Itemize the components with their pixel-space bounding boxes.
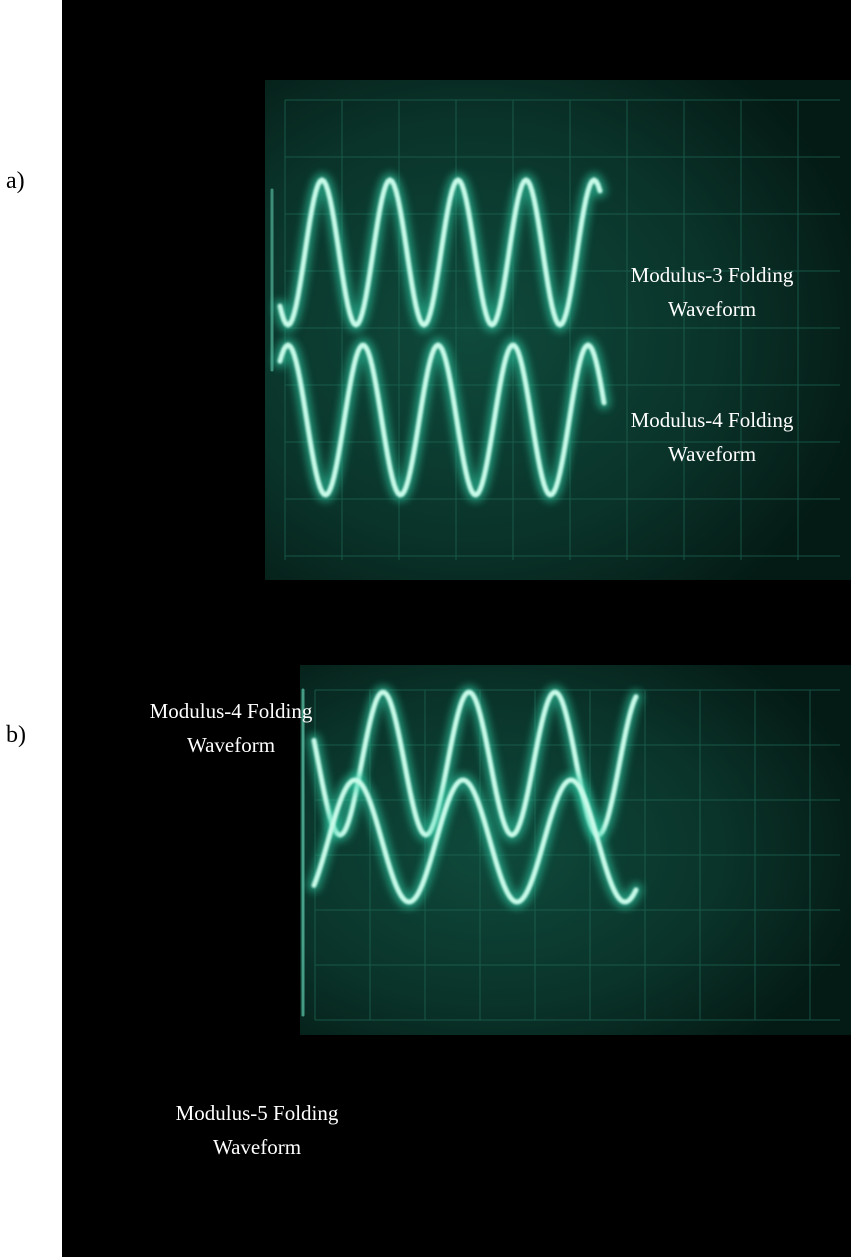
panel-label: a): [6, 168, 25, 194]
annotation: Modulus-3 Folding Waveform: [630, 263, 794, 321]
panel-label: b): [6, 722, 26, 748]
trace: [277, 342, 607, 498]
annotation: Modulus-4 Folding Waveform: [630, 408, 794, 466]
trace: [277, 177, 603, 328]
annotation: Modulus-5 Folding Waveform: [175, 1101, 339, 1159]
annotation: Modulus-4 Folding Waveform: [149, 699, 313, 757]
trace: [311, 777, 639, 905]
